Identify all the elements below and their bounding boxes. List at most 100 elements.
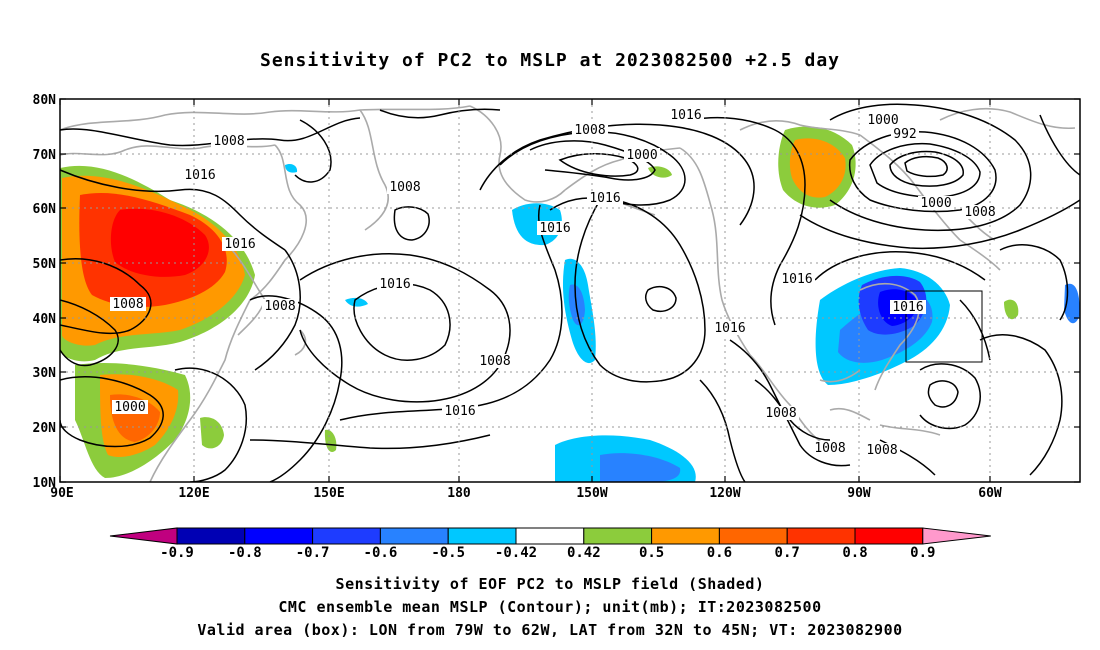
contour-label-bg [812,441,848,455]
contour-label: 1016 [670,108,701,123]
contour-label: 1008 [765,406,796,421]
colorbar-segment [854,527,924,545]
lon-label: 150E [313,486,344,501]
colorbar-label: 0.6 [707,545,732,561]
contour-label: 1016 [714,321,745,336]
contour-label-bg [865,113,901,127]
colorbar-segment [515,527,585,545]
contour-label-bg [624,148,660,162]
positive-sensitivity-shading [60,126,1019,478]
map-content [60,99,1080,482]
contour-label: 1008 [112,297,143,312]
lon-label: 90W [847,486,871,501]
contour-label-bg [763,406,799,420]
contour-label-bg [182,168,218,182]
contour-label: 1016 [184,168,215,183]
shade-pacific-spot-1 [345,297,368,307]
contour-labels: 1008 1016 1016 1008 1008 1000 1008 1016 1008 1016… [110,108,998,458]
contour-label: 992 [893,127,916,142]
contour-label: 1000 [114,400,145,415]
lon-label: 150W [576,486,607,501]
lon-label: 180 [447,486,471,501]
contour-label-bg [918,196,954,210]
contour-label: 1008 [213,134,244,149]
contour-label: 1016 [589,191,620,206]
shade-atlantic-green [1004,299,1019,320]
shade-aleutian-green [648,166,672,178]
colorbar-label: 0.42 [567,545,601,561]
lat-label: 30N [33,366,57,381]
colorbar-segment [244,527,314,545]
caption-valid-area: Valid area (box): LON from 79W to 62W, L… [197,621,903,639]
caption-shaded: Sensitivity of EOF PC2 to MSLP field (Sh… [335,575,765,593]
map-frame [59,98,1081,483]
colorbar-segment [718,527,788,545]
contour-label: 1000 [626,148,657,163]
lat-label: 80N [33,93,57,108]
contour-label-bg [962,205,998,219]
colorbar-label: -0.42 [495,545,537,561]
shade-tropical-mid [600,453,681,482]
contour-label-bg [211,134,247,148]
lat-label: 10N [33,476,57,491]
contour-label: 1016 [444,404,475,419]
colorbar-label: -0.9 [160,545,194,561]
colorbar-segment [312,527,381,545]
shade-philippine-green [200,417,224,449]
contour-label: 1008 [479,354,510,369]
contour-label: 1008 [866,443,897,458]
colorbar-segment [786,527,856,545]
lon-label: 120W [709,486,740,501]
contour-label-bg [587,191,623,205]
lon-label: 90E [50,486,73,501]
contour-label: 1008 [814,441,845,456]
colorbar-segment [379,527,449,545]
colorbar-segment [651,527,720,545]
contour-label-bg [222,237,258,251]
contour-label: 1008 [964,205,995,220]
contour-label-bg [377,277,413,291]
lon-label: 120E [178,486,209,501]
contour-label-bg [712,321,748,335]
contour-label: 1016 [892,300,923,315]
negative-sensitivity-shading [285,163,1080,482]
lat-label: 20N [33,421,57,436]
colorbar-label: -0.5 [431,545,465,561]
chart-title: Sensitivity of PC2 to MSLP at 2023082500… [259,50,840,71]
contour-label-bg [477,354,513,368]
contour-label: 1016 [224,237,255,252]
contour-label-bg [668,108,704,122]
shade-arctic-orange [789,138,846,198]
contour-label-bg [110,297,146,311]
colorbar-label: 0.9 [910,545,935,561]
contour-label: 1016 [379,277,410,292]
contour-label-bg [387,180,423,194]
contour-label-bg [442,404,478,418]
contour-label: 1008 [574,123,605,138]
shade-pacific-spot-2 [285,163,298,173]
colorbar-label: 0.5 [639,545,664,561]
valid-area-box [905,290,983,363]
lon-label: 60W [978,486,1002,501]
contour-label-bg [891,127,919,141]
colorbar-segment [176,527,246,545]
contour-label: 1016 [539,221,570,236]
contour-label-bg [779,272,815,286]
colorbar-min-arrow [109,527,178,545]
lat-label: 40N [33,312,57,327]
contour-label-bg [864,443,900,457]
shade-pacific-green-small [324,429,337,452]
colorbar: -0.9 -0.8 -0.7 -0.6 -0.5 -0.42 0.42 0.5 0.6 0.7 0.… [109,527,991,561]
lat-label: 70N [33,148,57,163]
colorbar-segment [583,527,653,545]
contour-label: 1016 [781,272,812,287]
caption-contour: CMC ensemble mean MSLP (Contour); unit(m… [278,598,822,616]
contour-label-bg [890,300,926,314]
colorbar-label: -0.7 [296,545,330,561]
grid-lines [60,99,1080,482]
colorbar-segment [447,527,517,545]
contour-label: 1008 [264,299,295,314]
contour-label: 1000 [920,196,951,211]
